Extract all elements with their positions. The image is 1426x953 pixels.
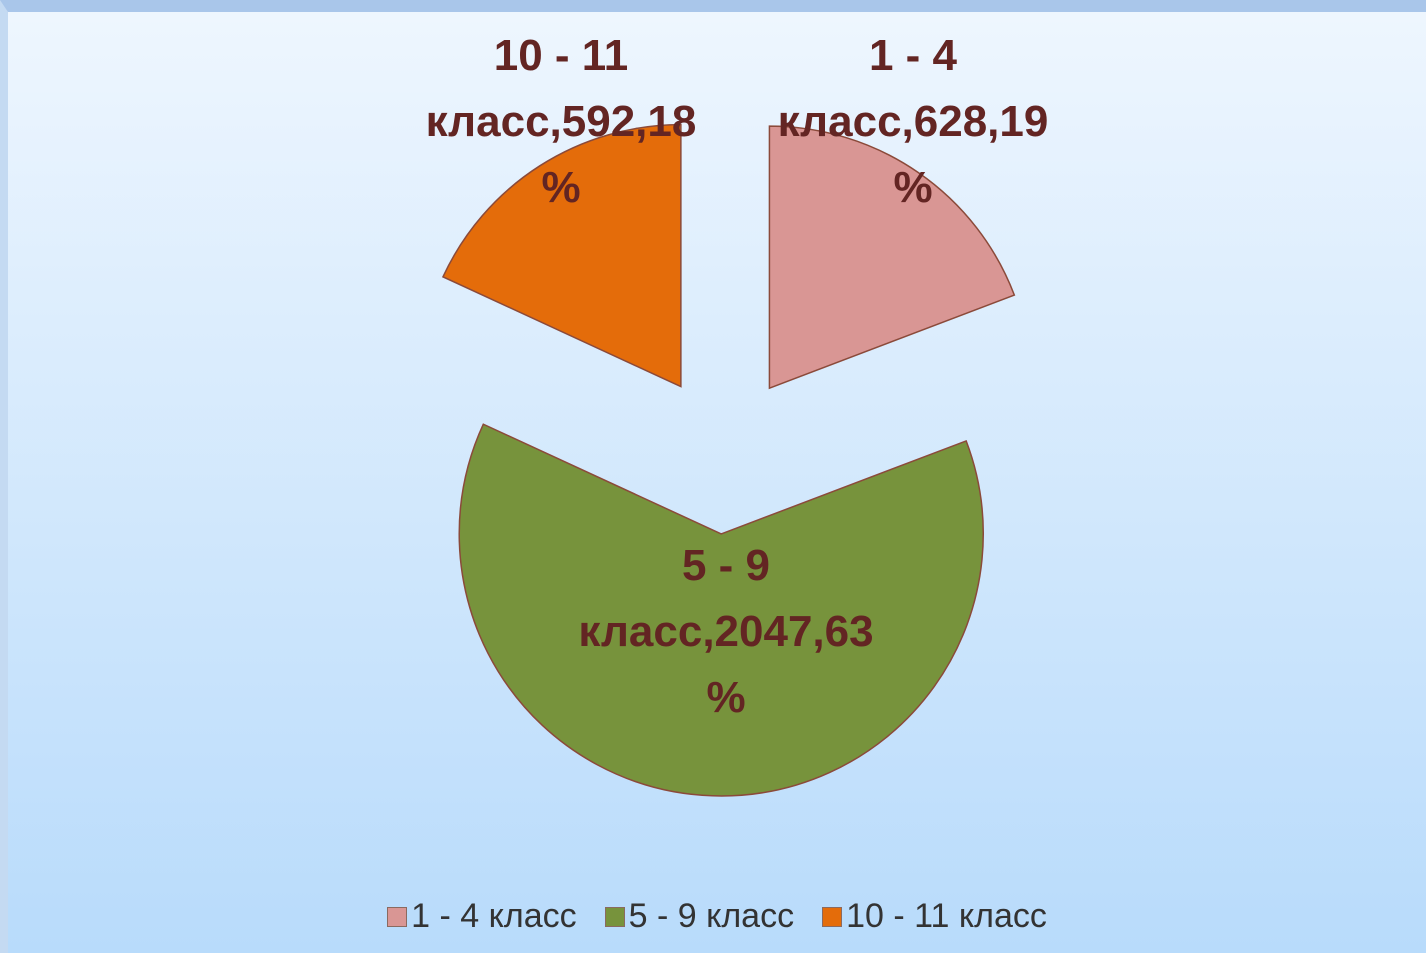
legend-label: 1 - 4 класс [411, 897, 577, 935]
legend-item: 10 - 11 класс [822, 897, 1047, 936]
legend-label: 10 - 11 класс [846, 897, 1047, 935]
pie-slice [458, 423, 984, 797]
legend-swatch [387, 906, 408, 927]
pie-slice [441, 123, 682, 388]
legend-item: 5 - 9 класс [604, 897, 795, 936]
data-label: 10 - 11 класс,592,18 % [425, 31, 697, 212]
pie-slice [768, 125, 1016, 390]
legend-item: 1 - 4 класс [387, 897, 577, 936]
legend: 1 - 4 класс 5 - 9 класс 10 - 11 класс [8, 897, 1426, 936]
legend-label: 5 - 9 класс [628, 897, 795, 935]
legend-swatch [822, 906, 843, 927]
pie-plot [441, 123, 1016, 797]
data-label: 1 - 4 класс,628,19 % [777, 31, 1049, 212]
data-label: 5 - 9 класс,2047,63% [578, 541, 874, 722]
legend-swatch [604, 906, 625, 927]
